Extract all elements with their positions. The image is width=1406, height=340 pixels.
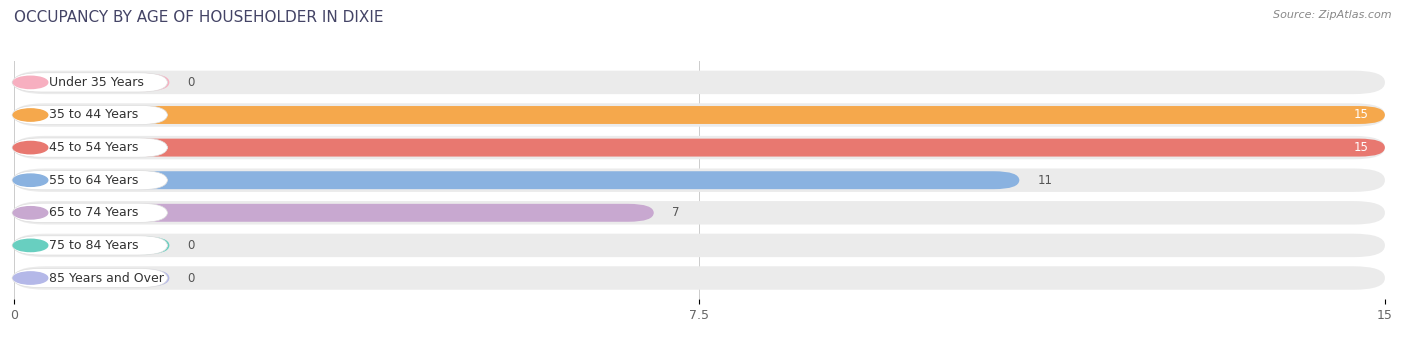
Text: 85 Years and Over: 85 Years and Over bbox=[49, 272, 163, 285]
Circle shape bbox=[13, 239, 48, 252]
Text: 65 to 74 Years: 65 to 74 Years bbox=[49, 206, 138, 219]
Text: OCCUPANCY BY AGE OF HOUSEHOLDER IN DIXIE: OCCUPANCY BY AGE OF HOUSEHOLDER IN DIXIE bbox=[14, 10, 384, 25]
Text: Source: ZipAtlas.com: Source: ZipAtlas.com bbox=[1274, 10, 1392, 20]
FancyBboxPatch shape bbox=[13, 105, 167, 125]
Circle shape bbox=[13, 76, 48, 88]
FancyBboxPatch shape bbox=[14, 171, 1019, 189]
Text: 35 to 44 Years: 35 to 44 Years bbox=[49, 108, 138, 121]
Text: 75 to 84 Years: 75 to 84 Years bbox=[49, 239, 138, 252]
FancyBboxPatch shape bbox=[14, 266, 1385, 290]
FancyBboxPatch shape bbox=[13, 203, 167, 222]
FancyBboxPatch shape bbox=[13, 171, 167, 190]
FancyBboxPatch shape bbox=[14, 106, 1385, 124]
FancyBboxPatch shape bbox=[14, 73, 170, 91]
Text: Under 35 Years: Under 35 Years bbox=[49, 76, 143, 89]
Text: 15: 15 bbox=[1354, 108, 1368, 121]
FancyBboxPatch shape bbox=[14, 103, 1385, 127]
FancyBboxPatch shape bbox=[14, 269, 170, 287]
Circle shape bbox=[13, 174, 48, 186]
Text: 45 to 54 Years: 45 to 54 Years bbox=[49, 141, 138, 154]
FancyBboxPatch shape bbox=[14, 71, 1385, 94]
FancyBboxPatch shape bbox=[13, 73, 167, 92]
FancyBboxPatch shape bbox=[14, 139, 1385, 156]
FancyBboxPatch shape bbox=[14, 236, 170, 254]
Text: 11: 11 bbox=[1038, 174, 1053, 187]
FancyBboxPatch shape bbox=[14, 201, 1385, 224]
Circle shape bbox=[13, 141, 48, 154]
FancyBboxPatch shape bbox=[13, 268, 167, 288]
FancyBboxPatch shape bbox=[14, 204, 654, 222]
Text: 0: 0 bbox=[188, 76, 195, 89]
Circle shape bbox=[13, 272, 48, 284]
FancyBboxPatch shape bbox=[13, 138, 167, 157]
FancyBboxPatch shape bbox=[14, 136, 1385, 159]
Text: 15: 15 bbox=[1354, 141, 1368, 154]
FancyBboxPatch shape bbox=[14, 168, 1385, 192]
Text: 0: 0 bbox=[188, 272, 195, 285]
Text: 55 to 64 Years: 55 to 64 Years bbox=[49, 174, 138, 187]
FancyBboxPatch shape bbox=[13, 236, 167, 255]
Circle shape bbox=[13, 207, 48, 219]
Text: 7: 7 bbox=[672, 206, 679, 219]
FancyBboxPatch shape bbox=[14, 234, 1385, 257]
Circle shape bbox=[13, 109, 48, 121]
Text: 0: 0 bbox=[188, 239, 195, 252]
